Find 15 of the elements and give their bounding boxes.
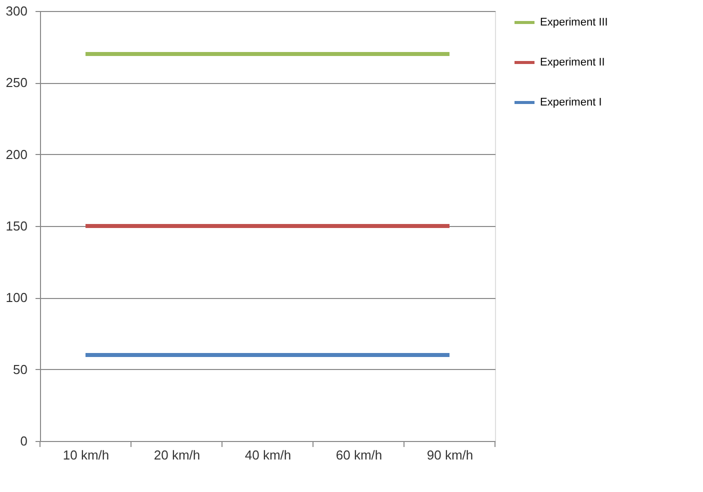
x-tick-label: 40 km/h — [244, 448, 292, 462]
legend-label: Experiment I — [540, 96, 602, 108]
y-tick-label: 300 — [6, 4, 28, 18]
x-tick-label: 60 km/h — [336, 448, 382, 462]
y-tick-label: 50 — [13, 362, 28, 377]
legend-label: Experiment III — [540, 16, 608, 28]
y-tick-label: 250 — [6, 75, 28, 90]
y-tick-label: 100 — [6, 290, 28, 306]
x-tick-label: 90 km/h — [426, 448, 474, 462]
y-tick-label: 150 — [6, 218, 28, 234]
y-tick-label: 200 — [6, 146, 28, 162]
y-tick-label: 0 — [20, 434, 28, 448]
x-tick-label: 20 km/h — [154, 448, 200, 462]
x-tick-label: 10 km/h — [62, 448, 110, 462]
legend-label: Experiment II — [540, 56, 605, 68]
